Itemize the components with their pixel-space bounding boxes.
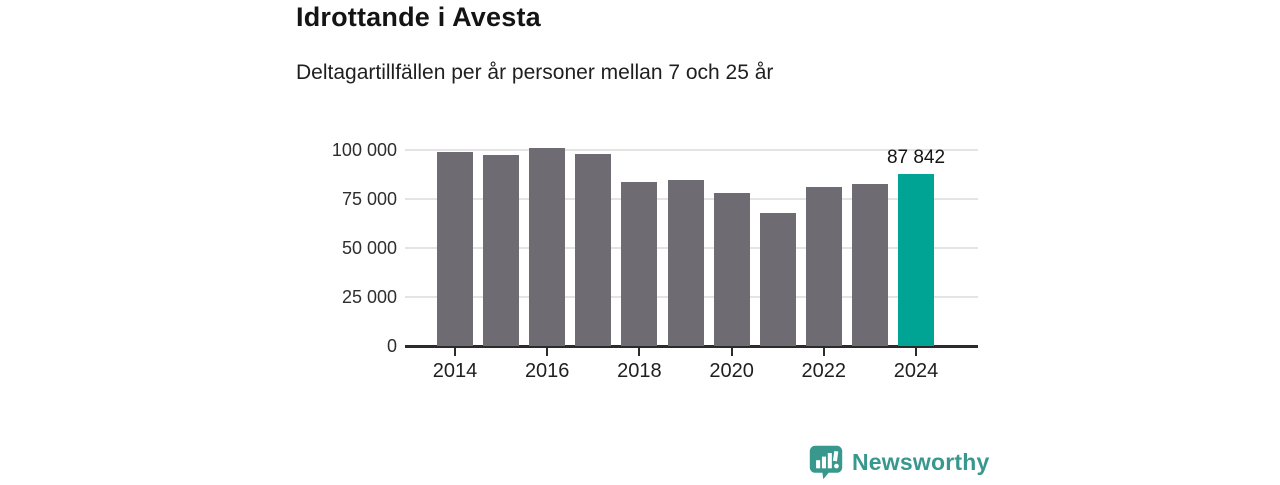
bar-2022 [805, 186, 842, 346]
y-axis-tick-label: 75 000 [341, 189, 397, 209]
y-axis-tick-label: 25 000 [341, 287, 397, 307]
x-axis-tick-label: 2024 [893, 360, 939, 382]
bar-2023 [851, 184, 888, 346]
x-axis-tick-label: 2016 [524, 360, 570, 382]
highlight-value-label: 87 842 [886, 146, 946, 168]
x-axis-tick-label: 2014 [432, 360, 478, 382]
newsworthy-brand-text: Newsworthy [852, 448, 990, 475]
x-axis-tick [915, 348, 917, 356]
x-axis-line [405, 345, 978, 348]
y-axis-tick-label: 0 [386, 336, 397, 356]
newsworthy-logo[interactable]: Newsworthy [808, 444, 989, 480]
chart-title: Idrottande i Avesta [296, 2, 541, 32]
bar-2017 [575, 153, 612, 346]
chart-speech-bubble-icon [808, 444, 844, 480]
chart-subtitle: Deltagartillfällen per år personer mella… [296, 61, 774, 84]
bar-2015 [483, 155, 520, 346]
x-axis-tick [638, 348, 641, 356]
gridline [405, 149, 978, 151]
bar-2019 [667, 179, 704, 346]
x-axis-tick [822, 348, 825, 356]
x-axis-tick [454, 348, 456, 356]
x-axis-tick-label: 2020 [709, 360, 754, 382]
y-axis-tick-label: 50 000 [341, 238, 397, 258]
bar-2014 [437, 151, 473, 346]
bar-2021 [759, 212, 796, 346]
x-axis-tick-label: 2018 [617, 360, 662, 382]
x-axis-tick-label: 2022 [801, 360, 847, 382]
bar-2016 [529, 147, 566, 346]
x-axis-tick [730, 348, 733, 356]
y-axis-tick-label: 100 000 [331, 140, 397, 160]
x-axis-tick [546, 348, 549, 356]
bar-2018 [621, 181, 658, 346]
bar-2020 [713, 193, 750, 346]
bar-2024 [898, 173, 934, 346]
